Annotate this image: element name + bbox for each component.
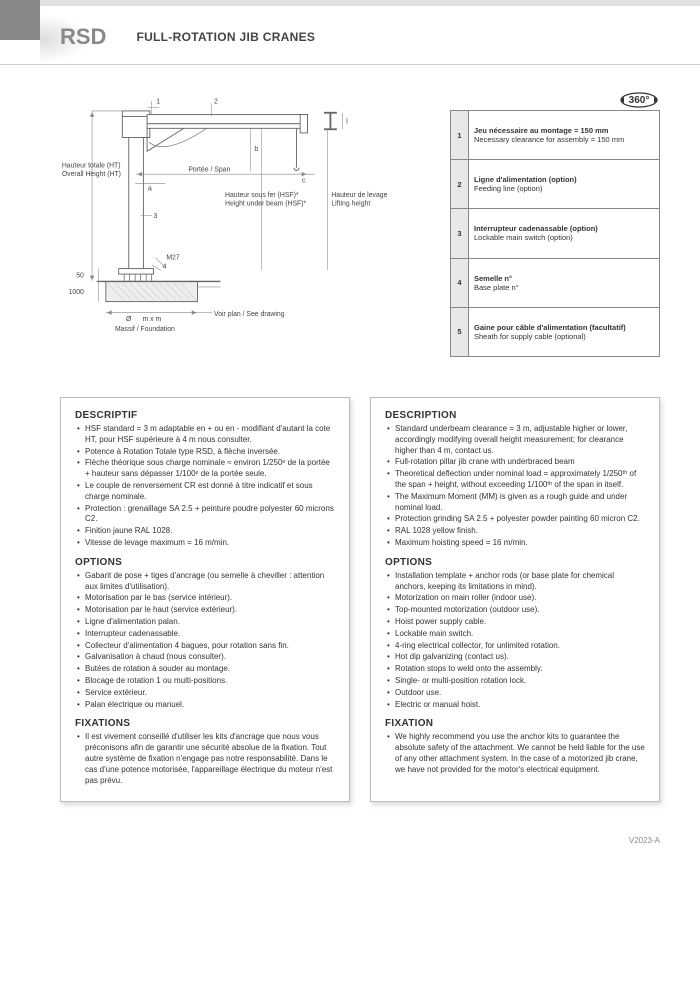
svg-text:Ø: Ø xyxy=(126,316,132,323)
legend-num: 5 xyxy=(451,307,469,356)
list-item: Maximum hoisting speed = 16 m/min. xyxy=(387,538,645,549)
svg-text:M27: M27 xyxy=(166,254,180,261)
legend-text: Semelle n°Base plate n° xyxy=(469,258,660,307)
list-item: Flèche théorique sous charge nominale ≈ … xyxy=(77,458,335,480)
heading-fixations: FIXATIONS xyxy=(75,718,335,729)
list-fixations: Il est vivement conseillé d'utiliser les… xyxy=(75,732,335,786)
heading-descriptif: DESCRIPTIF xyxy=(75,410,335,421)
list-item: Potence à Rotation Totale type RSD, à fl… xyxy=(77,447,335,458)
list-item: Single- or multi-position rotation lock. xyxy=(387,676,645,687)
svg-text:Lifting height: Lifting height xyxy=(331,200,370,207)
list-item: RAL 1028 yellow finish. xyxy=(387,526,645,537)
legend-num: 3 xyxy=(451,209,469,258)
svg-text:Voir plan / See drawing: Voir plan / See drawing xyxy=(214,311,285,318)
list-item: Lockable main switch. xyxy=(387,629,645,640)
list-item: Il est vivement conseillé d'utiliser les… xyxy=(77,732,335,786)
legend-num: 1 xyxy=(451,111,469,160)
list-item: HSF standard = 3 m adaptable en + ou en … xyxy=(77,424,335,446)
svg-text:Portée / Span: Portée / Span xyxy=(188,166,230,173)
column-english: DESCRIPTION Standard underbeam clearance… xyxy=(370,397,660,802)
legend-text: Ligne d'alimentation (option)Feeding lin… xyxy=(469,160,660,209)
list-item: Vitesse de levage maximum = 16 m/min. xyxy=(77,538,335,549)
legend-num: 2 xyxy=(451,160,469,209)
svg-text:1000: 1000 xyxy=(69,289,84,296)
main-content: 360° xyxy=(0,65,700,832)
list-options-en: Installation template + anchor rods (or … xyxy=(385,571,645,711)
list-item: The Maximum Moment (MM) is given as a ro… xyxy=(387,492,645,514)
list-options-fr: Gabarit de pose + tiges d'ancrage (ou se… xyxy=(75,571,335,711)
svg-text:2: 2 xyxy=(214,99,218,106)
svg-text:Hauteur totale (HT): Hauteur totale (HT) xyxy=(62,163,121,170)
svg-text:Hauteur de levage: Hauteur de levage xyxy=(331,192,387,199)
list-item: Installation template + anchor rods (or … xyxy=(387,571,645,593)
list-descriptif: HSF standard = 3 m adaptable en + ou en … xyxy=(75,424,335,549)
page-title: FULL-ROTATION JIB CRANES xyxy=(136,30,315,44)
top-accent-bar xyxy=(0,0,700,6)
list-item: Motorisation par le bas (service intérie… xyxy=(77,593,335,604)
svg-text:Massif / Foundation: Massif / Foundation xyxy=(115,326,175,333)
legend-text: Jeu nécessaire au montage = 150 mmNecess… xyxy=(469,111,660,160)
list-item: Top-mounted motorization (outdoor use). xyxy=(387,605,645,616)
list-item: Hot dip galvanizing (contact us). xyxy=(387,652,645,663)
heading-options-en: OPTIONS xyxy=(385,557,645,568)
list-item: Outdoor use. xyxy=(387,688,645,699)
footer-version: V2023-A xyxy=(0,832,700,853)
heading-options-fr: OPTIONS xyxy=(75,557,335,568)
legend-num: 4 xyxy=(451,258,469,307)
svg-text:Height under beam (HSF)*: Height under beam (HSF)* xyxy=(225,200,307,207)
list-item: Rotation stops to weld onto the assembly… xyxy=(387,664,645,675)
svg-text:3: 3 xyxy=(154,213,158,220)
list-item: We highly recommend you use the anchor k… xyxy=(387,732,645,775)
list-item: Protection : grenaillage SA 2.5 + peintu… xyxy=(77,504,335,526)
list-item: Protection grinding SA 2.5 + polyester p… xyxy=(387,514,645,525)
list-item: Le couple de renversement CR est donné à… xyxy=(77,481,335,503)
text-columns: DESCRIPTIF HSF standard = 3 m adaptable … xyxy=(60,397,660,822)
page: RSD FULL-ROTATION JIB CRANES 360° xyxy=(0,0,700,853)
svg-text:Overall Height (HT): Overall Height (HT) xyxy=(62,171,121,178)
list-item: Gabarit de pose + tiges d'ancrage (ou se… xyxy=(77,571,335,593)
list-item: Standard underbeam clearance = 3 m, adju… xyxy=(387,424,645,456)
rotation-360-icon: 360° xyxy=(618,87,660,113)
diagram-area: 1 2 3 4 M27 I a b c Portée / Span Hauteu… xyxy=(60,85,660,357)
list-item: Ligne d'alimentation palan. xyxy=(77,617,335,628)
crane-diagram: 1 2 3 4 M27 I a b c Portée / Span Hauteu… xyxy=(60,85,435,357)
list-item: Butées de rotation à souder au montage. xyxy=(77,664,335,675)
list-item: Palan électrique ou manuel. xyxy=(77,700,335,711)
svg-text:m x m: m x m xyxy=(143,316,162,323)
svg-text:b: b xyxy=(254,146,258,153)
list-item: Service extérieur. xyxy=(77,688,335,699)
list-item: Motorisation par le haut (service extéri… xyxy=(77,605,335,616)
svg-text:360°: 360° xyxy=(629,95,650,106)
list-fixation: We highly recommend you use the anchor k… xyxy=(385,732,645,775)
list-item: Interrupteur cadenassable. xyxy=(77,629,335,640)
svg-text:I: I xyxy=(346,119,348,126)
list-item: Finition jaune RAL 1028. xyxy=(77,526,335,537)
diagram-legend-table: 1Jeu nécessaire au montage = 150 mmNeces… xyxy=(450,110,660,357)
list-item: Motorization on main roller (indoor use)… xyxy=(387,593,645,604)
column-french: DESCRIPTIF HSF standard = 3 m adaptable … xyxy=(60,397,350,802)
brand-code: RSD xyxy=(60,24,106,50)
list-item: Full-rotation pillar jib crane with unde… xyxy=(387,457,645,468)
svg-text:50: 50 xyxy=(76,273,84,280)
page-header: RSD FULL-ROTATION JIB CRANES xyxy=(0,14,700,65)
list-description: Standard underbeam clearance = 3 m, adju… xyxy=(385,424,645,549)
svg-text:a: a xyxy=(148,186,152,193)
heading-description: DESCRIPTION xyxy=(385,410,645,421)
heading-fixation: FIXATION xyxy=(385,718,645,729)
svg-text:4: 4 xyxy=(163,264,167,271)
svg-text:Hauteur sous fer (HSF)*: Hauteur sous fer (HSF)* xyxy=(225,192,299,199)
legend-text: Interrupteur cadenassable (option)Lockab… xyxy=(469,209,660,258)
list-item: Blocage de rotation 1 ou multi-positions… xyxy=(77,676,335,687)
list-item: Galvanisation à chaud (nous consulter). xyxy=(77,652,335,663)
list-item: Theoretical deflection under nominal loa… xyxy=(387,469,645,491)
svg-text:1: 1 xyxy=(156,99,160,106)
list-item: Electric or manual hoist. xyxy=(387,700,645,711)
list-item: Hoist power supply cable. xyxy=(387,617,645,628)
list-item: 4-ring electrical collector, for unlimit… xyxy=(387,641,645,652)
svg-text:c: c xyxy=(302,177,306,184)
legend-text: Gaine pour câble d'alimentation (faculta… xyxy=(469,307,660,356)
list-item: Collecteur d'alimentation 4 bagues, pour… xyxy=(77,641,335,652)
